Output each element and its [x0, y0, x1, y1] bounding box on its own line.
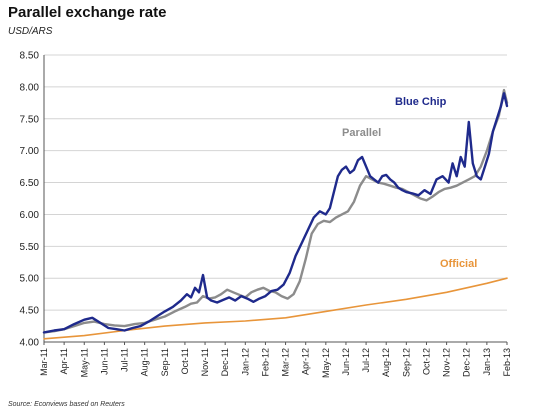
x-tick-label: Sep-11: [160, 348, 170, 376]
x-tick-label: Oct-11: [180, 348, 190, 374]
x-tick-label: Dec-12: [462, 348, 472, 377]
series-line-parallel: [42, 88, 509, 334]
chart-title: Parallel exchange rate: [8, 4, 167, 21]
x-tick-label: Jul-12: [361, 348, 371, 373]
y-tick-label: 8.00: [20, 82, 40, 93]
x-tick-label: Aug-11: [140, 348, 150, 376]
x-axis-tick-labels: Mar-11 Apr-11 May-11 Jun-11 Jul-11 Aug-11 Sep-…: [39, 348, 512, 378]
axes: [43, 55, 508, 345]
x-tick-label: Mar-12: [281, 348, 291, 377]
y-tick-label: 4.00: [20, 338, 40, 349]
source-note: Source: Econviews based on Reuters: [8, 401, 125, 408]
chart-subtitle: USD/ARS: [8, 26, 53, 37]
x-tick-label: Jan-13: [482, 348, 492, 376]
x-tick-label: Dec-11: [220, 348, 230, 376]
x-tick-label: Mar-11: [39, 348, 49, 376]
x-tick-label: Sep-12: [401, 348, 411, 377]
x-tick-label: Feb-13: [502, 348, 512, 377]
series-lines: [42, 88, 509, 340]
x-tick-label: Oct-12: [421, 348, 431, 375]
y-tick-label: 5.00: [20, 274, 40, 285]
y-tick-label: 7.00: [20, 146, 40, 157]
x-tick-label: May-11: [79, 348, 89, 377]
y-tick-label: 6.50: [20, 178, 40, 189]
x-tick-label: Jun-12: [341, 348, 351, 376]
y-tick-label: 4.50: [20, 306, 40, 317]
y-tick-label: 7.50: [20, 114, 40, 125]
x-tick-label: Jan-12: [240, 348, 250, 376]
y-tick-label: 8.50: [20, 51, 40, 62]
y-tick-label: 6.00: [20, 210, 40, 221]
x-tick-label: Feb-12: [260, 348, 270, 377]
series-line-blue-chip: [42, 92, 509, 334]
series-label-parallel: Parallel: [342, 127, 381, 139]
series-labels: Blue Chip Parallel Official: [342, 96, 477, 270]
y-tick-label: 5.50: [20, 242, 40, 253]
x-tick-label: Aug-12: [381, 348, 391, 377]
x-tick-label: Jul-11: [120, 348, 130, 372]
x-tick-label: Jun-11: [99, 348, 109, 375]
x-tick-label: Nov-11: [200, 348, 210, 376]
x-tick-label: Apr-11: [59, 348, 69, 374]
y-axis-tick-labels: 4.00 4.50 5.00 5.50 6.00 6.50 7.00 7.50 8.00 8.50: [20, 51, 40, 349]
x-tick-label: Nov-12: [442, 348, 452, 377]
series-label-official: Official: [440, 258, 477, 270]
series-label-blue-chip: Blue Chip: [395, 96, 447, 108]
x-tick-label: May-12: [321, 348, 331, 378]
x-tick-label: Apr-12: [301, 348, 311, 375]
